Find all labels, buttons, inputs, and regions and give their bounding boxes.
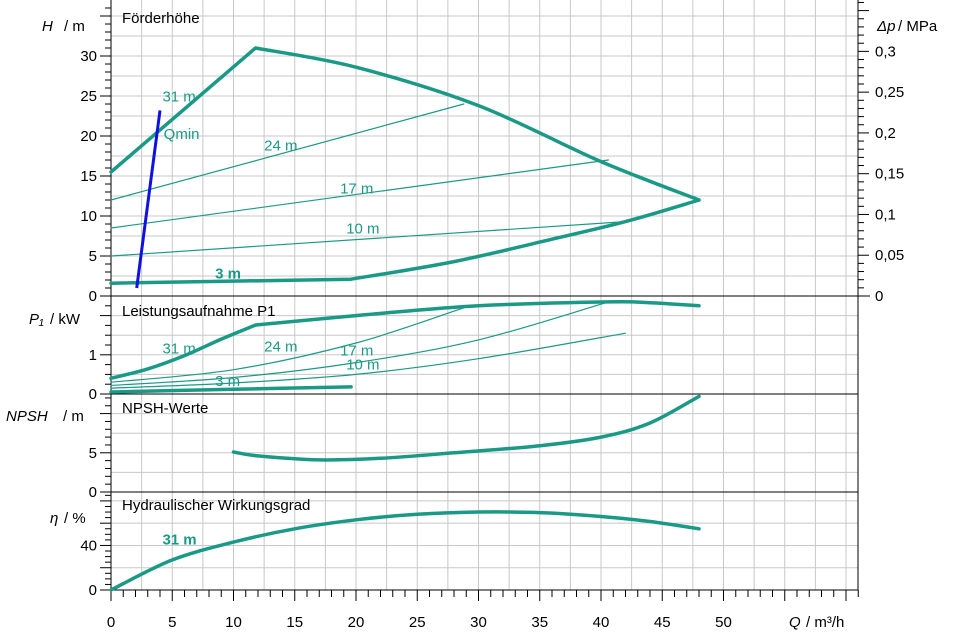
axis-ticks bbox=[100, 1, 869, 601]
panel-title-efficiency: Hydraulischer Wirkungsgrad bbox=[122, 497, 310, 514]
x-tick-label: 0 bbox=[107, 614, 115, 631]
series-line bbox=[110, 278, 352, 284]
y-tick-label: 20 bbox=[80, 128, 97, 145]
y2-tick-label: 0,05 bbox=[875, 247, 904, 264]
y-tick-label: 5 bbox=[89, 248, 97, 265]
curve-label: 24 m bbox=[264, 339, 297, 356]
series-line bbox=[109, 299, 701, 381]
y-tick-label: 5 bbox=[89, 445, 97, 462]
y-tick-label: 10 bbox=[80, 208, 97, 225]
y-tick-label: 25 bbox=[80, 88, 97, 105]
curve-label: 31 m bbox=[162, 89, 195, 106]
panel-title-head: Förderhöhe bbox=[122, 10, 200, 27]
series-line bbox=[109, 46, 701, 202]
y2-tick-label: 0,2 bbox=[875, 125, 896, 142]
curve-label: 3 m bbox=[215, 373, 240, 390]
data-series bbox=[109, 46, 701, 592]
x-tick-label: 35 bbox=[531, 614, 548, 631]
y2label-unit: / MPa bbox=[898, 18, 938, 35]
x-tick-label: 30 bbox=[470, 614, 487, 631]
series-line bbox=[109, 510, 701, 592]
curve-label: 24 m bbox=[264, 137, 297, 154]
curve-label: Qmin bbox=[164, 126, 200, 143]
ylabel-efficiency-symbol: η bbox=[50, 510, 58, 527]
xlabel-unit: / m³/h bbox=[806, 614, 844, 631]
curve-label: 10 m bbox=[346, 356, 379, 373]
axis-labels: Förderhöhe Leistungsaufnahme P1 NPSH-Wer… bbox=[6, 10, 938, 631]
y2-tick-label: 0,25 bbox=[875, 84, 904, 101]
series-line bbox=[110, 332, 627, 389]
tick-labels: 051015202530010504000,050,10,150,20,250,… bbox=[80, 43, 904, 631]
y-tick-label: 0 bbox=[89, 386, 97, 403]
series-line bbox=[231, 394, 701, 462]
y2label-symbol: Δp bbox=[876, 18, 895, 35]
y2-tick-label: 0,3 bbox=[875, 43, 896, 60]
panel-title-power: Leistungsaufnahme P1 bbox=[122, 303, 275, 320]
y-tick-label: 1 bbox=[89, 347, 97, 364]
y2-tick-label: 0 bbox=[875, 288, 883, 305]
y-tick-label: 40 bbox=[80, 537, 97, 554]
y-tick-label: 0 bbox=[89, 582, 97, 599]
series-line bbox=[110, 301, 609, 386]
series-line bbox=[110, 103, 465, 201]
series-line bbox=[109, 198, 701, 285]
series-line bbox=[110, 159, 609, 229]
x-tick-label: 5 bbox=[168, 614, 176, 631]
ylabel-head-symbol: H bbox=[42, 18, 53, 35]
x-tick-label: 10 bbox=[225, 614, 242, 631]
panel-title-npsh: NPSH-Werte bbox=[122, 400, 208, 417]
ylabel-efficiency-unit: / % bbox=[64, 510, 86, 527]
xlabel-symbol: Q bbox=[789, 614, 801, 631]
y-tick-label: 0 bbox=[89, 484, 97, 501]
x-tick-label: 20 bbox=[348, 614, 365, 631]
series-line bbox=[110, 307, 465, 383]
curve-label: 17 m bbox=[340, 181, 373, 198]
ylabel-npsh-unit: / m bbox=[63, 408, 84, 425]
ylabel-power-unit: / kW bbox=[50, 311, 81, 328]
curve-label: 17 m bbox=[340, 343, 373, 360]
curve-label: 3 m bbox=[215, 265, 241, 282]
series-line bbox=[109, 385, 353, 394]
y-tick-label: 0 bbox=[89, 288, 97, 305]
ylabel-npsh-symbol: NPSH bbox=[6, 408, 48, 425]
x-tick-label: 50 bbox=[715, 614, 732, 631]
series-line bbox=[110, 221, 627, 257]
y-tick-label: 30 bbox=[80, 48, 97, 65]
curve-label: 31 m bbox=[162, 531, 196, 548]
ylabel-power-symbol: P₁ bbox=[29, 311, 44, 328]
qmin-line bbox=[135, 110, 162, 289]
y2-tick-label: 0,15 bbox=[875, 166, 904, 183]
x-tick-label: 25 bbox=[409, 614, 426, 631]
ylabel-head-unit: / m bbox=[64, 18, 85, 35]
y-tick-label: 15 bbox=[80, 168, 97, 185]
x-tick-label: 40 bbox=[593, 614, 610, 631]
curve-label: 31 m bbox=[162, 341, 195, 358]
y2-tick-label: 0,1 bbox=[875, 206, 896, 223]
curve-label: 10 m bbox=[346, 221, 379, 238]
x-tick-label: 45 bbox=[654, 614, 671, 631]
x-tick-label: 15 bbox=[286, 614, 303, 631]
